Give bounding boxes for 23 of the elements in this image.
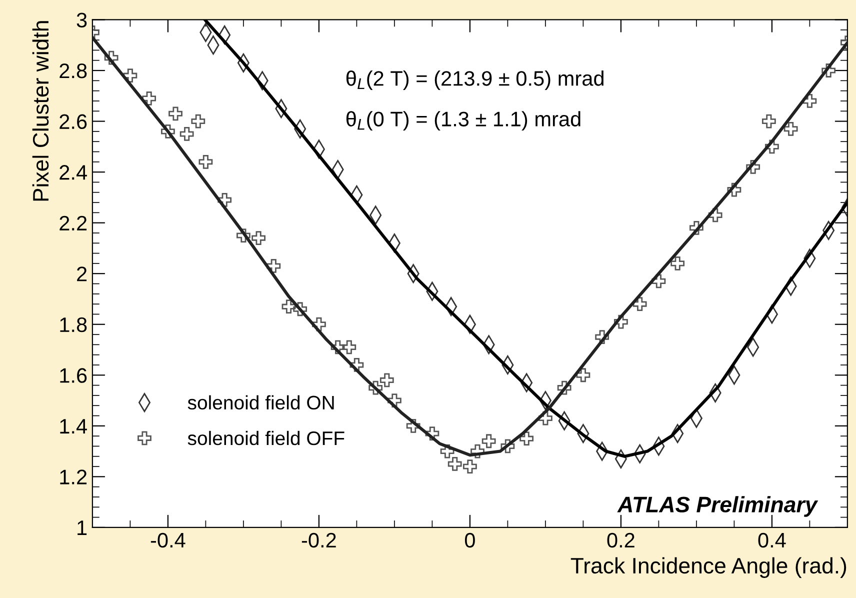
x-tick-label: 0.2 — [607, 532, 634, 548]
y-tick-label: 3 — [76, 12, 87, 28]
legend-label: solenoid field OFF — [188, 430, 344, 446]
y-tick-label: 1.6 — [60, 368, 87, 383]
y-tick-label: 2 — [77, 266, 87, 282]
y-tick-label: 1.4 — [60, 419, 87, 434]
y-axis-title: Pixel Cluster width — [32, 21, 49, 201]
annotation: θ$_{L}$(2 T) = (213.9 ± 0.5) mrad — [346, 70, 604, 90]
annotation: θ$_{L}$(0 T) = (1.3 ± 1.1) mrad — [346, 111, 580, 131]
annotation: ATLAS Preliminary — [617, 496, 818, 517]
y-tick-label: 1.8 — [60, 317, 87, 332]
y-tick-label: 1 — [78, 520, 87, 535]
y-tick-label: 2.2 — [60, 216, 87, 230]
x-tick-label: 0 — [464, 532, 475, 548]
x-tick-label: -0.2 — [302, 532, 336, 548]
y-tick-label: 2.8 — [60, 64, 87, 78]
x-tick-label: -0.4 — [150, 532, 186, 548]
x-axis-title: Track Incidence Angle (rad.) — [570, 557, 846, 578]
y-tick-label: 2.6 — [60, 114, 87, 130]
legend-label: solenoid field ON — [188, 395, 334, 410]
y-tick-label: 2.4 — [60, 165, 87, 180]
y-tick-label: 1.2 — [60, 470, 87, 484]
x-tick-label: 0.4 — [758, 532, 786, 548]
